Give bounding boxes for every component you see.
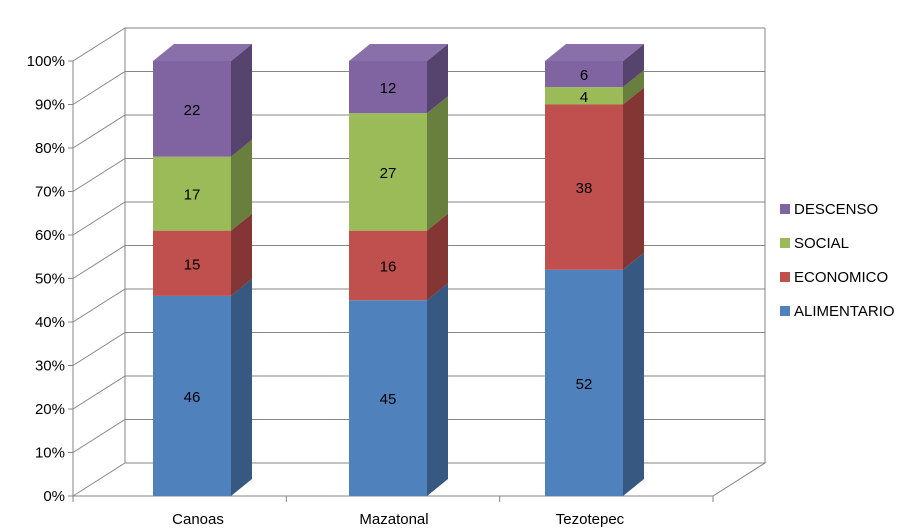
y-tick-label: 80% [35, 140, 65, 157]
bar-front [545, 104, 623, 270]
bar-front [545, 87, 623, 105]
bar-segment: 16 [349, 213, 448, 301]
bar-side [623, 87, 644, 270]
bar-side [427, 213, 448, 301]
legend-label: ECONOMICO [794, 269, 888, 286]
y-tick-label: 0% [43, 488, 65, 505]
bar-segment: 22 [153, 44, 252, 157]
data-label: 27 [380, 165, 397, 182]
y-tick-label: 50% [35, 271, 65, 288]
bar-side [623, 252, 644, 496]
bar-segment: 6 [545, 44, 644, 88]
bar-side [623, 70, 644, 105]
y-tick-label: 60% [35, 227, 65, 244]
bar-front [545, 269, 623, 496]
bar-group-mazatonal: 45 16 27 12 [349, 44, 448, 496]
y-tick-label: 90% [35, 97, 65, 114]
y-tick-label: 70% [35, 184, 65, 201]
x-axis-tick-labels: Canoas Mazatonal Tezotepec [172, 511, 625, 528]
bar-top [545, 44, 644, 61]
bar-segment: 4 [545, 70, 644, 106]
gridline [72, 27, 765, 62]
data-label: 12 [380, 80, 397, 97]
bar-segment: 38 [545, 87, 644, 270]
data-label: 45 [380, 391, 397, 408]
x-tick-label: Tezotepec [556, 511, 625, 528]
legend-item-economico: ECONOMICO [780, 269, 888, 286]
data-label: 38 [576, 180, 593, 197]
y-tick-label: 20% [35, 401, 65, 418]
legend-item-alimentario: ALIMENTARIO [780, 303, 895, 320]
bar-side [427, 44, 448, 114]
x-tick-label: Canoas [172, 511, 224, 528]
data-label: 46 [184, 389, 201, 406]
y-tick-label: 100% [27, 53, 65, 70]
data-label: 16 [380, 258, 397, 275]
legend-swatch [780, 272, 790, 282]
y-axis-tick-labels: 0% 10% 20% 30% 40% 50% 60% 70% 80% 90% 100% [27, 53, 65, 505]
bar-group-canoas: 46 15 17 22 [153, 44, 252, 496]
bar-segment: 45 [349, 283, 448, 496]
bar-front [349, 300, 427, 496]
bar-side [231, 44, 252, 157]
bar-front [153, 295, 231, 496]
bar-front [349, 230, 427, 301]
legend-label: ALIMENTARIO [794, 303, 895, 320]
legend-item-descenso: DESCENSO [780, 201, 878, 218]
bar-front [153, 156, 231, 231]
bar-segment: 12 [349, 44, 448, 114]
bar-group-tezotepec: 52 38 4 6 [545, 44, 644, 496]
y-tick-label: 10% [35, 445, 65, 462]
bar-side [231, 213, 252, 296]
data-label: 6 [580, 67, 588, 84]
legend-swatch [780, 306, 790, 316]
x-tick-label: Mazatonal [359, 511, 428, 528]
bar-front [153, 230, 231, 296]
bar-front [349, 61, 427, 114]
bar-segment: 27 [349, 96, 448, 231]
data-label: 22 [184, 102, 201, 119]
bar-top [349, 44, 448, 61]
data-label: 17 [184, 187, 201, 204]
legend-swatch [780, 204, 790, 214]
bar-side [231, 139, 252, 231]
bar-front [153, 61, 231, 157]
y-tick-label: 40% [35, 314, 65, 331]
legend-label: SOCIAL [794, 235, 849, 252]
bar-side [231, 278, 252, 496]
bar-segment: 15 [153, 213, 252, 296]
data-label: 15 [184, 256, 201, 273]
data-label: 4 [580, 89, 588, 106]
bar-segment: 46 [153, 278, 252, 496]
bar-top [153, 44, 252, 61]
bar-segment: 17 [153, 139, 252, 231]
legend-swatch [780, 238, 790, 248]
bar-front [545, 61, 623, 88]
bar-side [427, 283, 448, 496]
bar-front [349, 113, 427, 231]
legend: DESCENSO SOCIAL ECONOMICO ALIMENTARIO [780, 201, 895, 320]
bar-side [623, 44, 644, 88]
legend-label: DESCENSO [794, 201, 878, 218]
legend-item-social: SOCIAL [780, 235, 849, 252]
data-label: 52 [576, 376, 593, 393]
bar-side [427, 96, 448, 231]
y-tick-label: 30% [35, 358, 65, 375]
bar-segment: 52 [545, 252, 644, 496]
